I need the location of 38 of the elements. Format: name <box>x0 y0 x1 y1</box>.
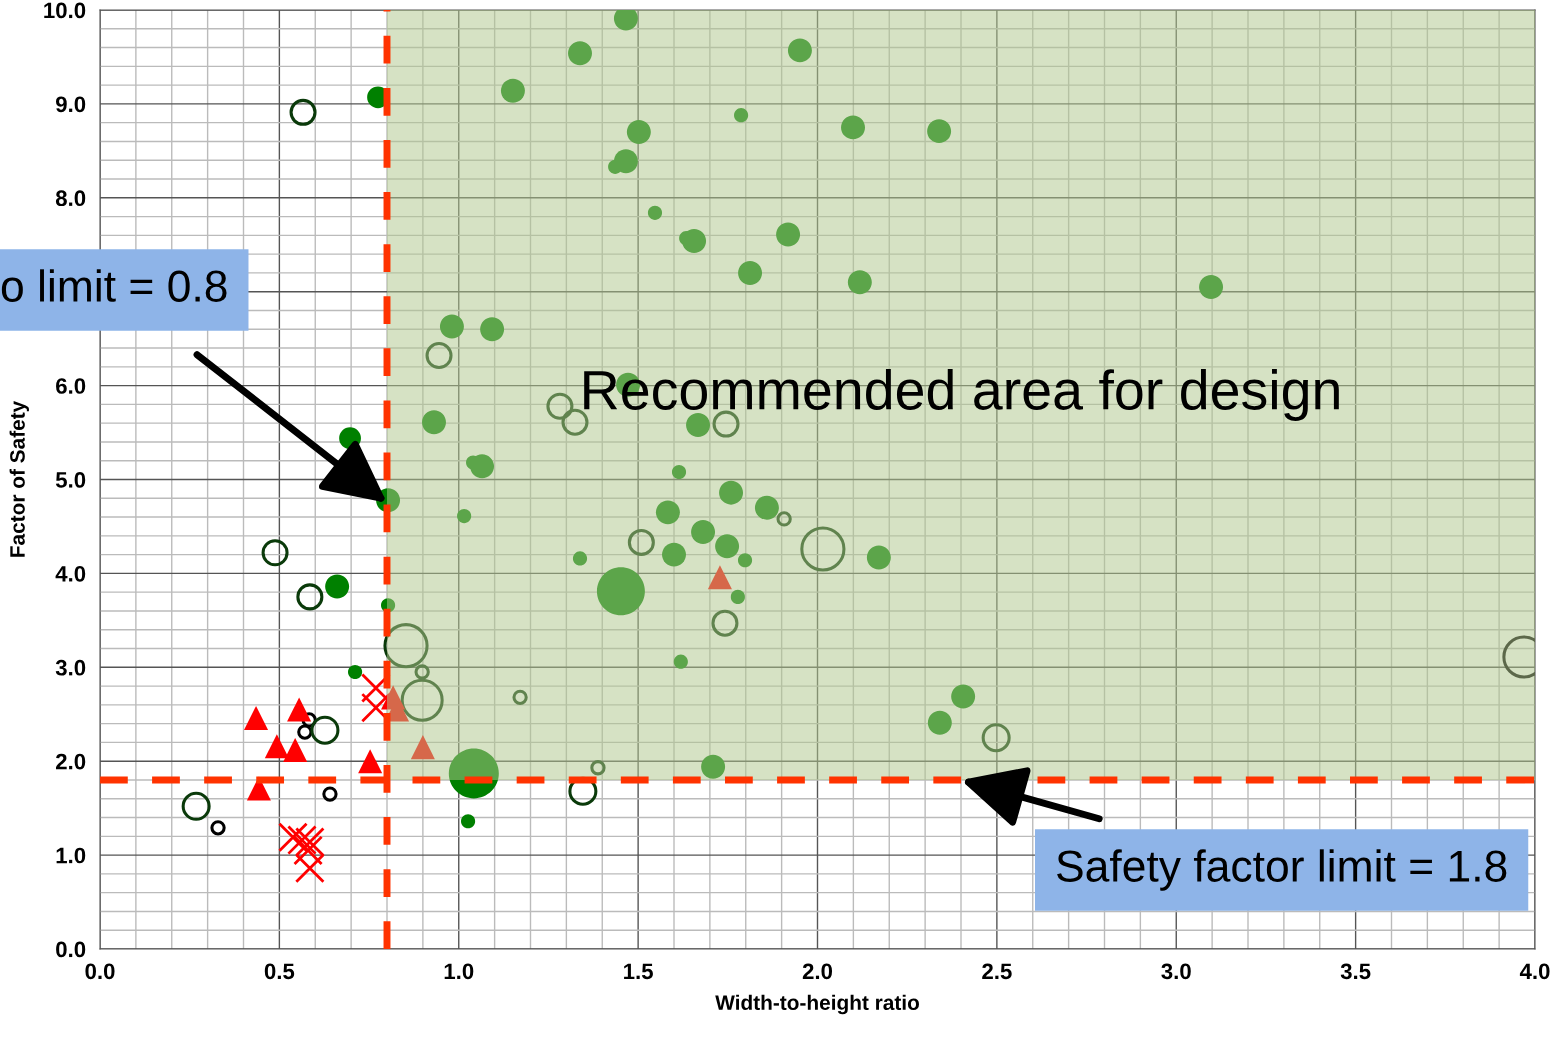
point <box>287 825 317 855</box>
point <box>278 822 308 853</box>
y-tick-label: 10.0 <box>44 2 86 19</box>
x-tick-label: 2.5 <box>982 963 1012 980</box>
point <box>294 827 325 857</box>
point <box>707 565 732 590</box>
point <box>287 697 312 722</box>
y-tick-label: 1.0 <box>56 847 86 864</box>
point <box>283 737 308 762</box>
x-tick-label: 3.5 <box>1340 963 1371 980</box>
point <box>410 735 435 760</box>
point <box>360 692 391 723</box>
y-tick-label: 3.0 <box>55 659 86 676</box>
point <box>358 749 383 774</box>
y-tick-label: 9.0 <box>55 96 86 113</box>
y-tick-label: 8.0 <box>55 190 86 207</box>
x-tick-label: 2.0 <box>802 963 833 980</box>
annotation: Safety factor limit = 1.8 <box>1057 849 1507 891</box>
x-tick-label: 3.0 <box>1161 963 1191 980</box>
point <box>293 835 323 866</box>
y-axis-title: Factor of Safety <box>9 400 29 557</box>
y-tick-label: 0.0 <box>56 941 86 958</box>
y-tick-label: 6.0 <box>56 378 86 394</box>
x-tick-label: 4.0 <box>1519 963 1550 980</box>
x-axis-title: Width-to-height ratio <box>715 994 919 1015</box>
x-tick-label: 1.5 <box>624 963 653 980</box>
band-label: Recommended area for design <box>584 369 1339 421</box>
point <box>264 734 289 759</box>
x-tick-label: 0.5 <box>264 963 295 980</box>
x-tick-label: 0.0 <box>85 963 115 980</box>
y-tick-label: 5.0 <box>55 472 86 488</box>
annotation: o limit = 0.8 <box>1 269 227 302</box>
point <box>360 673 391 703</box>
y-tick-label: 4.0 <box>55 565 86 582</box>
x-tick-label: 1.0 <box>444 963 474 980</box>
y-tick-label: 2.0 <box>55 753 86 770</box>
point <box>294 853 325 884</box>
point <box>244 705 269 731</box>
